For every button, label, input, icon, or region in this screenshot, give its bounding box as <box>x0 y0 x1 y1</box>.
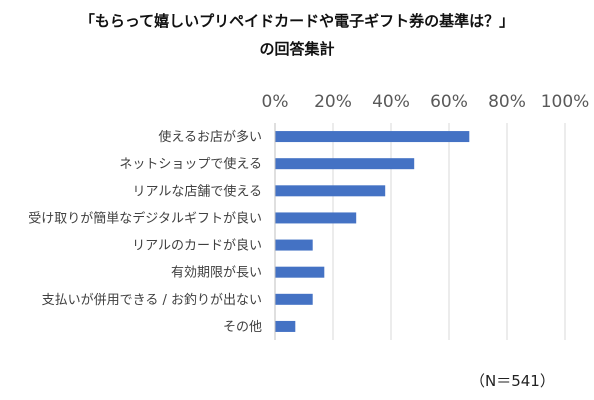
x-tick-label: 0% <box>262 92 289 112</box>
x-tick-label: 40% <box>372 92 410 112</box>
bar <box>275 293 313 305</box>
bar <box>275 185 386 197</box>
category-label: 有効期限が長い <box>171 266 262 281</box>
chart-title: 「もらって嬉しいプリペイドカードや電子ギフト券の基準は？」 <box>79 12 515 30</box>
bar <box>275 320 296 332</box>
category-label: その他 <box>223 320 262 335</box>
bar <box>275 158 415 170</box>
bar <box>275 239 313 251</box>
category-label: リアルな店舗で使える <box>133 183 262 199</box>
bar <box>275 131 470 143</box>
sample-size-note: （N＝541） <box>470 372 555 390</box>
x-tick-label: 20% <box>314 92 352 112</box>
bar <box>275 266 325 278</box>
category-label: 使えるお店が多い <box>158 129 262 145</box>
x-tick-label: 100% <box>541 92 590 112</box>
category-label: ネットショップで使える <box>119 156 262 172</box>
category-label: リアルのカードが良い <box>132 238 262 254</box>
x-tick-label: 80% <box>488 92 526 112</box>
bar <box>275 212 357 224</box>
category-label: 受け取りが簡単なデジタルギフトが良い <box>28 210 262 226</box>
x-tick-label: 60% <box>430 92 468 112</box>
chart-subtitle: の回答集計 <box>259 40 335 58</box>
category-label: 支払いが併用できる / お釣りが出ない <box>42 292 262 308</box>
